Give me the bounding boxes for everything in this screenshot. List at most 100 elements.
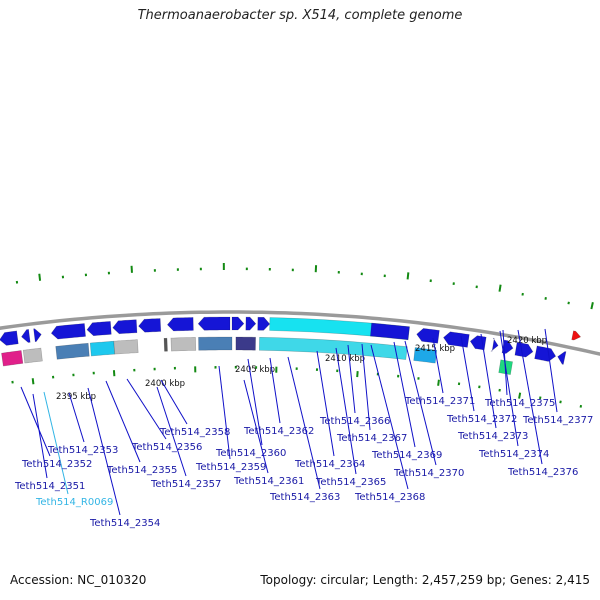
- scale-label: 2395 kbp: [56, 392, 96, 402]
- gene-feature: [1, 350, 24, 367]
- label-leader-line: [502, 329, 508, 396]
- gene-feature: [55, 342, 90, 360]
- gene-label[interactable]: Teth514_2358: [159, 427, 230, 438]
- gene-arrow: [490, 337, 499, 352]
- label-leader-line: [247, 358, 263, 446]
- tick-mark: [437, 379, 440, 386]
- gene-label[interactable]: Teth514_2372: [446, 414, 517, 425]
- gene-label[interactable]: Teth514_2373: [457, 431, 528, 442]
- gene-arrow: [245, 316, 257, 331]
- gene-label[interactable]: Teth514_2359: [195, 462, 266, 473]
- gene-arrow: [416, 328, 440, 344]
- genome-backbone: [0, 310, 600, 356]
- label-leader-line: [361, 343, 371, 431]
- gene-label[interactable]: Teth514_2360: [215, 448, 286, 459]
- gene-label[interactable]: Teth514_2370: [393, 468, 464, 479]
- map-title: Thermoanaerobacter sp. X514, complete ge…: [137, 8, 463, 23]
- label-leader-line: [517, 329, 543, 465]
- gene-label[interactable]: Teth514_2371: [404, 396, 475, 407]
- gene-label[interactable]: Teth514_2377: [522, 415, 593, 426]
- tick-mark: [590, 302, 594, 310]
- gene-label[interactable]: Teth514_2367: [336, 433, 407, 444]
- genome-summary: Topology: circular; Length: 2,457,259 bp…: [260, 573, 590, 587]
- gene-label[interactable]: Teth514_2361: [233, 476, 304, 487]
- gene-feature: [163, 337, 168, 352]
- gene-label[interactable]: Teth514_2363: [269, 492, 340, 503]
- gene-arrow: [86, 321, 112, 337]
- gene-label[interactable]: Teth514_2364: [294, 459, 365, 470]
- gene-label[interactable]: Teth514_2355: [106, 465, 177, 476]
- gene-label[interactable]: Teth514_2362: [243, 426, 314, 437]
- label-leader-line: [370, 344, 409, 490]
- gene-arrow: [231, 316, 245, 331]
- label-leader-line: [499, 330, 519, 447]
- gene-arrow: [112, 319, 138, 335]
- gene-feature: [235, 336, 256, 351]
- tick-mark: [498, 284, 502, 292]
- gene-arrow: [166, 317, 194, 332]
- gene-feature: [413, 347, 438, 364]
- tick-mark: [38, 273, 42, 281]
- gene-label[interactable]: Teth514_2351: [14, 481, 85, 492]
- label-leader-line: [218, 365, 231, 460]
- label-leader-line: [269, 357, 281, 424]
- scale-label: 2420 kbp: [507, 336, 547, 346]
- label-leader-line: [316, 350, 335, 457]
- gene-arrow: [370, 322, 410, 341]
- label-leader-line: [126, 378, 167, 440]
- label-leader-line: [287, 356, 321, 490]
- gene-label[interactable]: Teth514_2366: [319, 416, 390, 427]
- gene-arrow: [0, 330, 19, 346]
- gene-arrow: [443, 331, 470, 348]
- gene-label[interactable]: Teth514_2357: [150, 479, 221, 490]
- gene-arrow: [33, 328, 42, 343]
- label-leader-line: [20, 386, 51, 457]
- accession-label: Accession: NC_010320: [10, 573, 147, 587]
- gene-feature: [198, 336, 233, 351]
- label-leader-line: [156, 386, 187, 477]
- gene-label[interactable]: Teth514_2365: [315, 477, 386, 488]
- outer-ticks: [15, 263, 594, 310]
- label-leader-line: [105, 380, 141, 463]
- gene-label[interactable]: Teth514_2354: [89, 518, 160, 529]
- label-leader-line: [43, 391, 69, 495]
- gene-arrow: [514, 341, 534, 358]
- label-leader-line: [404, 340, 437, 466]
- gene-label[interactable]: Teth514_2374: [478, 449, 549, 460]
- gene-label[interactable]: Teth514_R0069: [35, 497, 113, 508]
- label-leader-line: [68, 392, 85, 443]
- tick-mark: [559, 400, 562, 404]
- gene-feature: [170, 337, 197, 352]
- scale-label: 2400 kbp: [145, 379, 185, 389]
- label-leader-line: [347, 344, 356, 414]
- gene-arrow: [257, 316, 271, 331]
- label-leader-line: [32, 393, 48, 479]
- gene-arrow: [138, 318, 162, 333]
- gene-label[interactable]: Teth514_2368: [354, 492, 425, 503]
- gene-label[interactable]: Teth514_2375: [484, 398, 555, 409]
- label-leader-line: [87, 387, 121, 516]
- gene-label[interactable]: Teth514_2356: [131, 442, 202, 453]
- label-leader-line: [335, 347, 357, 475]
- gene-arrow: [21, 329, 31, 343]
- tick-mark: [31, 378, 35, 385]
- tick-mark: [579, 404, 583, 408]
- label-leader-line: [160, 379, 188, 425]
- gene-label[interactable]: Teth514_2369: [371, 450, 442, 461]
- tick-mark: [567, 301, 570, 305]
- gene-feature: [258, 336, 408, 360]
- gene-feature: [89, 340, 116, 357]
- label-leader-line: [544, 328, 558, 413]
- gene-label[interactable]: Teth514_2376: [507, 467, 578, 478]
- label-leader-line: [432, 337, 444, 394]
- label-leader-line: [460, 335, 475, 412]
- label-leader-line: [243, 379, 269, 474]
- label-leader-line: [393, 341, 416, 448]
- gene-label[interactable]: Teth514_2352: [21, 459, 92, 470]
- tick-mark: [406, 272, 410, 280]
- tick-mark: [518, 392, 522, 399]
- label-leader-line: [480, 333, 497, 429]
- gene-label[interactable]: Teth514_2353: [47, 445, 118, 456]
- gene-feature: [22, 347, 43, 364]
